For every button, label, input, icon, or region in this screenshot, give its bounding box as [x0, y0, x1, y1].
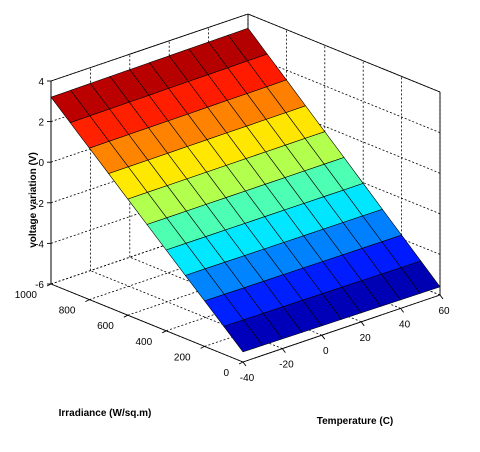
z-tick-label: 0	[38, 158, 44, 169]
x-tick-label: 60	[438, 306, 450, 317]
z-tick-label: -2	[35, 199, 44, 210]
y-axis-label: Irradiance (W/sq.m)	[59, 408, 152, 419]
z-tick-label: 4	[38, 77, 44, 88]
y-tick	[238, 361, 244, 365]
x-tick	[321, 334, 326, 340]
z-tick-label: -4	[35, 239, 44, 250]
z-tick-label: -6	[35, 280, 44, 291]
box-edge	[247, 13, 441, 93]
y-tick-label: 600	[97, 321, 114, 332]
y-axis-line	[50, 283, 244, 363]
z-axis-label: voltage variation (V)	[28, 152, 39, 248]
surface-patch	[400, 260, 441, 294]
y-tick	[123, 314, 129, 318]
box-edge	[50, 13, 249, 82]
surface-layer	[50, 27, 441, 353]
x-tick	[400, 308, 404, 313]
y-tick	[85, 299, 90, 303]
x-tick-label: 40	[399, 319, 411, 330]
x-tick-label: -40	[240, 373, 255, 384]
x-tick-label: -20	[279, 360, 294, 371]
y-tick-label: 800	[59, 306, 76, 317]
y-tick-label: 1000	[15, 290, 38, 301]
x-tick	[439, 294, 444, 300]
x-tick	[242, 361, 247, 367]
label-layer: Temperature (C) Irradiance (W/sq.m) volt…	[28, 152, 393, 427]
x-tick	[282, 348, 286, 353]
y-tick	[161, 330, 167, 334]
y-tick	[200, 345, 205, 349]
y-tick-label: 400	[136, 337, 153, 348]
x-axis-line	[242, 294, 441, 363]
y-tick-label: 0	[223, 368, 229, 379]
z-tick-label: 2	[38, 118, 44, 129]
grid-line-x-floor	[129, 256, 322, 336]
grid-line-z-side	[247, 54, 441, 133]
grid-line-x-floor	[90, 270, 283, 349]
x-tick-label: 0	[323, 346, 329, 357]
x-axis-label: Temperature (C)	[317, 416, 394, 427]
x-tick-label: 20	[360, 333, 372, 344]
y-tick-label: 200	[174, 352, 191, 363]
x-tick	[360, 321, 365, 327]
